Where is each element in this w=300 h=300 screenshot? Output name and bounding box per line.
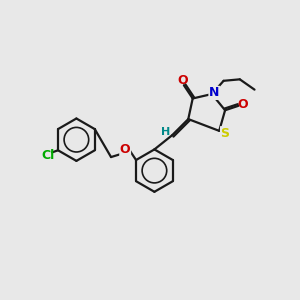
Text: O: O — [120, 143, 130, 156]
Text: S: S — [220, 127, 230, 140]
Text: O: O — [238, 98, 248, 111]
Text: H: H — [161, 127, 170, 137]
Text: N: N — [209, 86, 219, 99]
Text: Cl: Cl — [41, 149, 54, 162]
Text: O: O — [177, 74, 188, 87]
